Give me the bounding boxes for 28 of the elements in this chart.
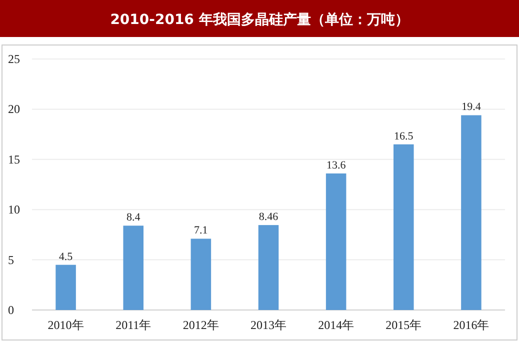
x-tick-label: 2014年 bbox=[318, 318, 354, 332]
x-tick-label: 2016年 bbox=[453, 318, 490, 332]
bar bbox=[461, 115, 482, 310]
bar bbox=[123, 226, 144, 310]
x-tick-label: 2011年 bbox=[116, 318, 152, 332]
y-tick-label: 10 bbox=[8, 202, 20, 217]
y-tick-label: 5 bbox=[8, 252, 14, 267]
y-tick-label: 20 bbox=[8, 102, 20, 116]
bar bbox=[258, 225, 279, 310]
y-tick-label: 0 bbox=[8, 303, 14, 317]
chart-title: 2010-2016 年我国多晶硅产量（单位：万吨） bbox=[110, 11, 409, 28]
data-label: 13.6 bbox=[326, 159, 346, 172]
x-tick-label: 2013年 bbox=[250, 318, 286, 332]
y-tick-label: 15 bbox=[8, 152, 20, 166]
data-label: 8.4 bbox=[126, 212, 141, 224]
bar bbox=[326, 173, 346, 310]
bar bbox=[394, 144, 414, 310]
data-label: 4.5 bbox=[58, 250, 74, 263]
x-tick-label: 2012年 bbox=[182, 318, 219, 332]
data-label: 7.1 bbox=[194, 224, 208, 237]
data-label: 19.4 bbox=[462, 101, 482, 114]
x-tick-label: 2015年 bbox=[386, 318, 422, 332]
bar bbox=[56, 264, 76, 310]
y-tick-label: 25 bbox=[8, 52, 20, 66]
data-label: 16.5 bbox=[394, 130, 414, 142]
bar bbox=[190, 238, 212, 310]
data-label: 8.46 bbox=[258, 211, 279, 224]
x-tick-label: 2010年 bbox=[48, 318, 84, 332]
